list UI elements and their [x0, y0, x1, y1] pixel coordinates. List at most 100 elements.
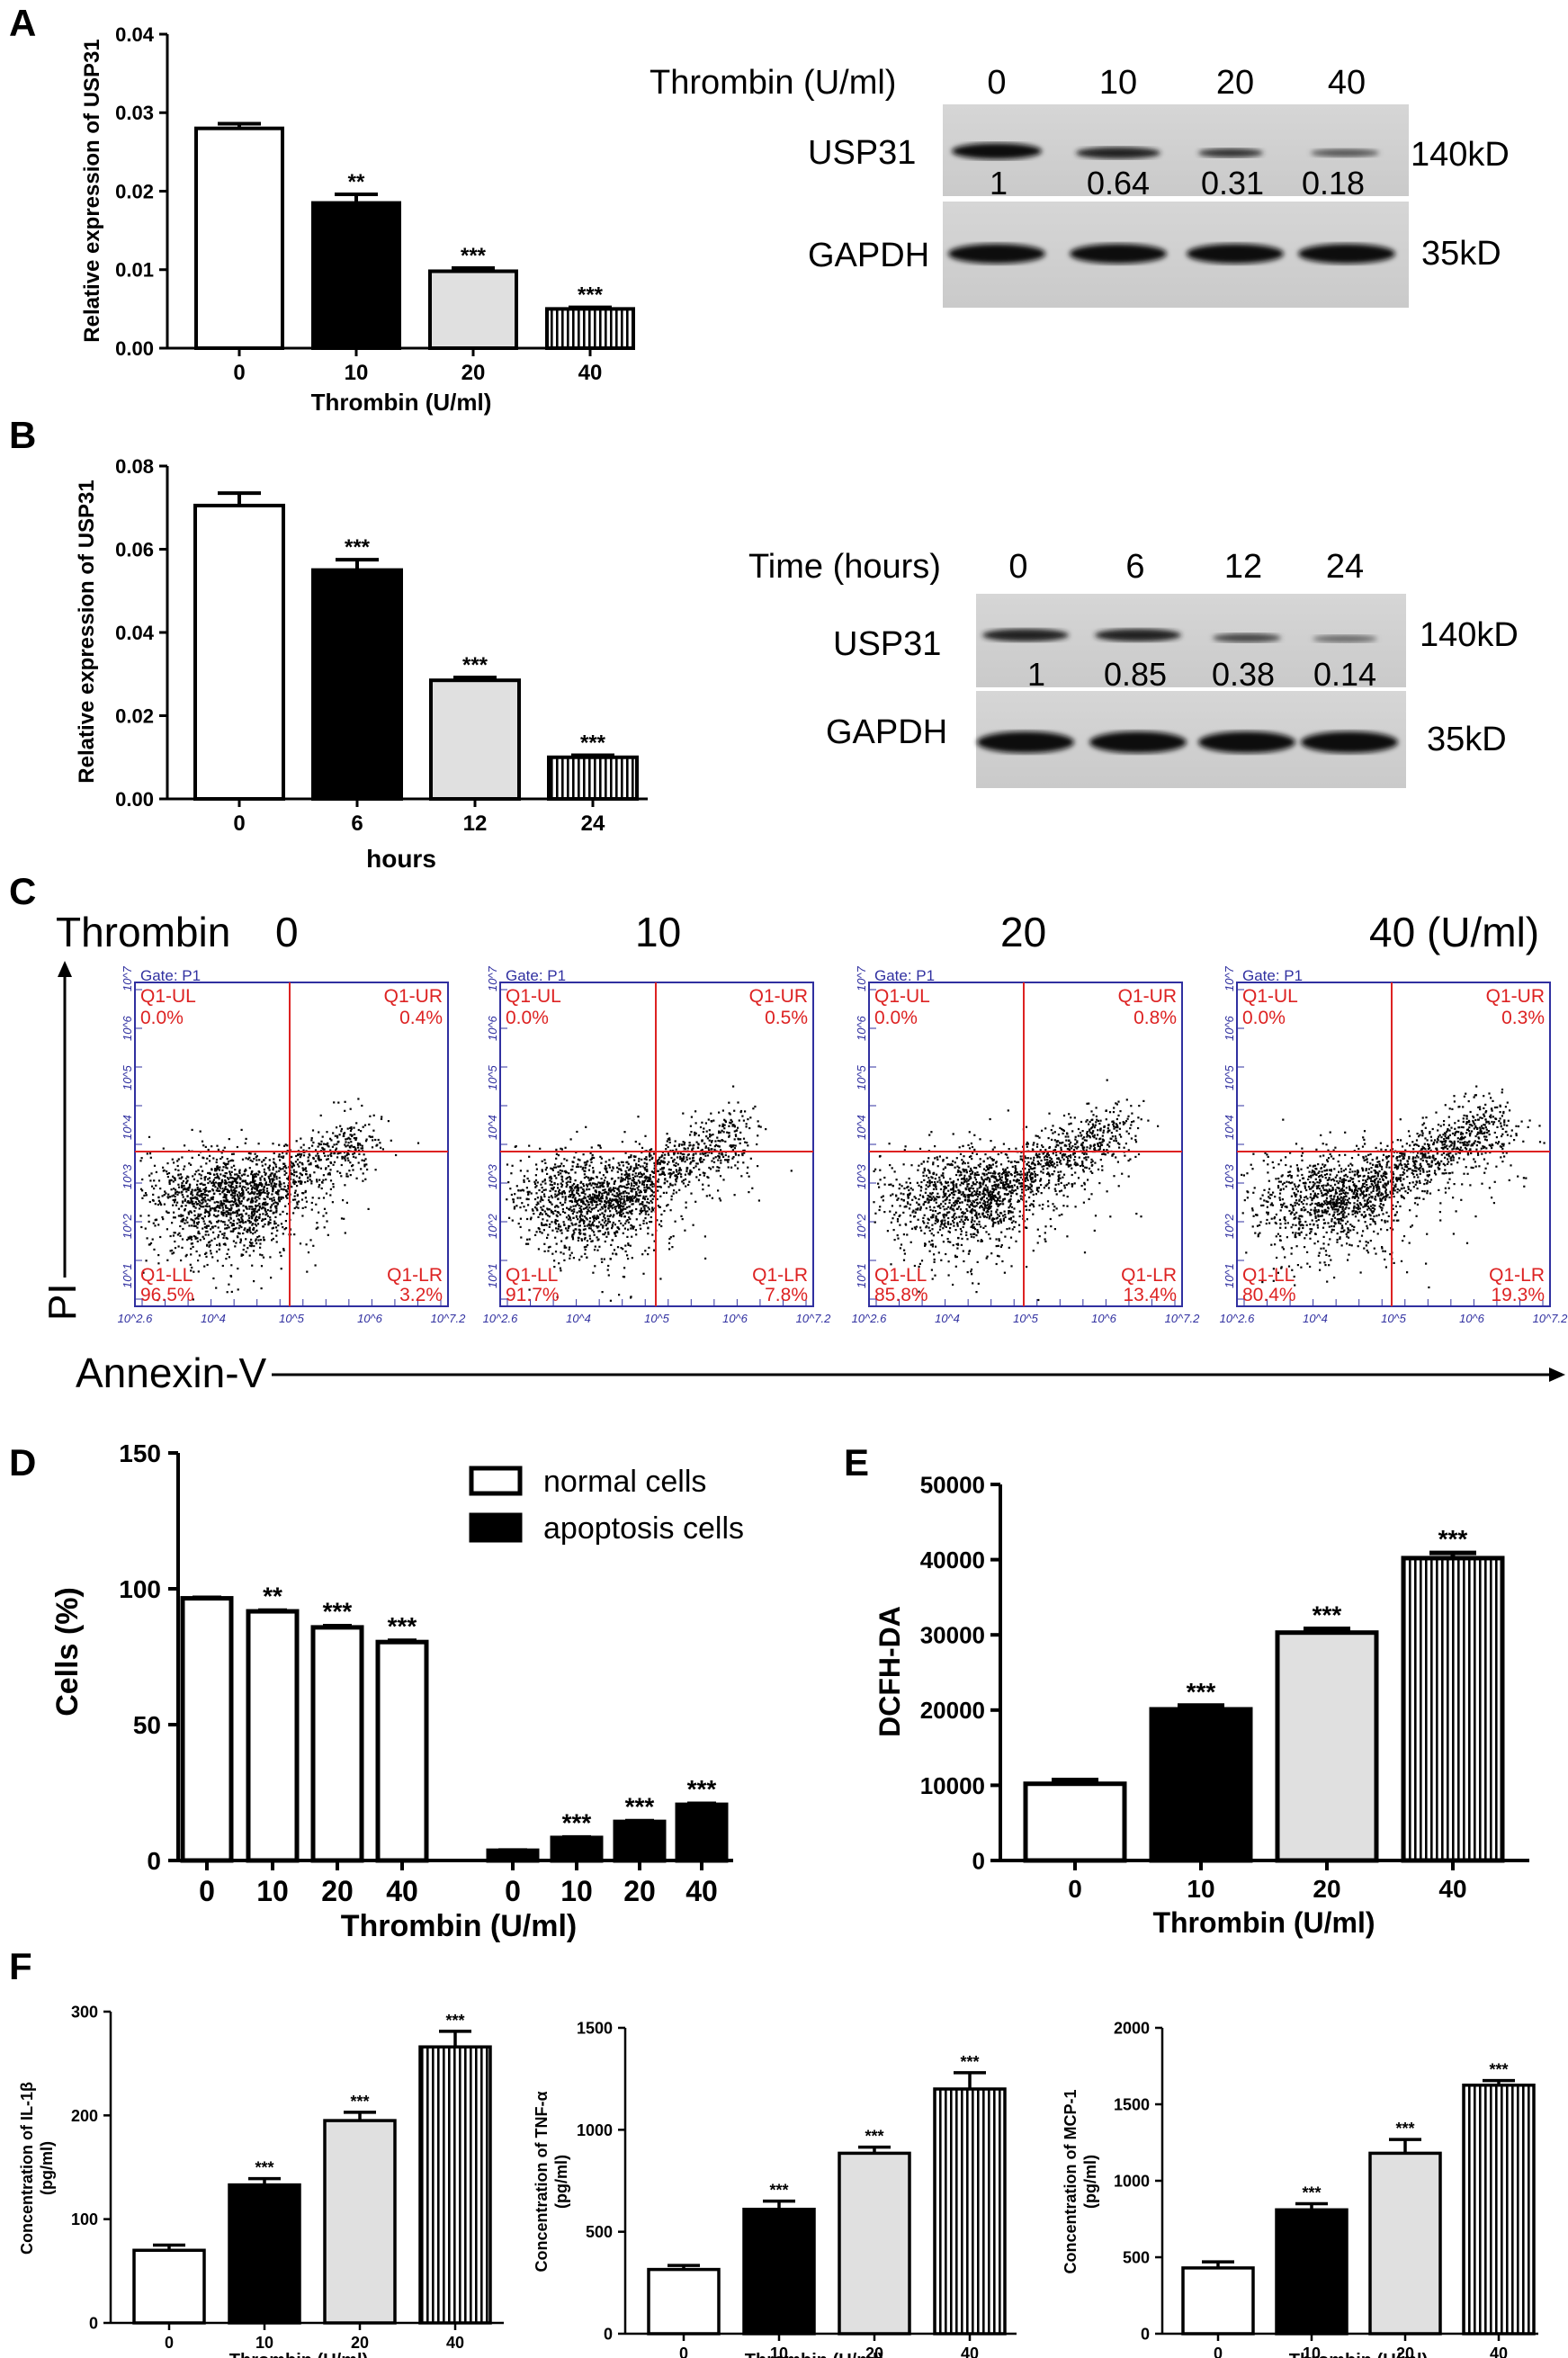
- flow-dot: [197, 1194, 200, 1197]
- flow-dot: [267, 1222, 270, 1224]
- flow-dot: [957, 1199, 960, 1202]
- flow-dot: [255, 1156, 257, 1159]
- flow-dot: [372, 1114, 375, 1116]
- flow-dot: [1053, 1170, 1056, 1173]
- flow-dot: [1063, 1187, 1066, 1189]
- flow-dot: [214, 1186, 217, 1188]
- flow-dot: [644, 1213, 647, 1215]
- flow-dot: [269, 1209, 272, 1213]
- flow-dot: [918, 1197, 920, 1201]
- flow-dot: [367, 1207, 370, 1210]
- y-tick-label: 0: [147, 1847, 161, 1875]
- flow-dot: [601, 1212, 604, 1215]
- flow-dot: [269, 1216, 272, 1219]
- flow-dot: [732, 1156, 735, 1159]
- flow-dot: [678, 1143, 681, 1146]
- flow-dot: [1045, 1172, 1049, 1176]
- flow-dot: [533, 1182, 537, 1185]
- flow-dot: [582, 1207, 586, 1210]
- flow-dot: [618, 1220, 621, 1223]
- flow-dot: [653, 1171, 656, 1174]
- flow-dot: [239, 1195, 242, 1197]
- flow-dot: [241, 1215, 244, 1218]
- flow-dot: [1126, 1117, 1129, 1120]
- flow-dot: [679, 1152, 682, 1155]
- flow-dot: [553, 1221, 556, 1224]
- flow-dot: [548, 1177, 551, 1179]
- flow-dot: [1076, 1140, 1079, 1143]
- flow-dot: [230, 1189, 233, 1192]
- flow-dot: [259, 1177, 262, 1179]
- flow-dot: [975, 1223, 979, 1225]
- flow-dot: [627, 1243, 630, 1246]
- flow-dot: [380, 1117, 383, 1120]
- flow-dot: [263, 1168, 265, 1170]
- flow-dot: [307, 1179, 309, 1182]
- flow-dot: [310, 1137, 313, 1140]
- flow-dot: [935, 1215, 937, 1218]
- flow-dot: [722, 1155, 725, 1158]
- flow-dot: [623, 1192, 625, 1195]
- flow-dot: [254, 1197, 256, 1200]
- flow-dot: [584, 1197, 587, 1199]
- flow-dot: [1089, 1127, 1093, 1130]
- flow-dot: [644, 1217, 647, 1220]
- flow-dot: [523, 1206, 525, 1208]
- flow-dot: [733, 1194, 736, 1197]
- flow-dot: [889, 1210, 892, 1213]
- flow-dot: [269, 1256, 272, 1259]
- flow-dot: [188, 1201, 191, 1204]
- flow-dot: [363, 1165, 366, 1168]
- flow-dot: [159, 1188, 162, 1190]
- flow-x-tick-label: 10^6: [722, 1312, 748, 1325]
- flow-dot: [300, 1162, 303, 1165]
- flow-dot: [676, 1156, 679, 1159]
- flow-dot: [975, 1191, 978, 1194]
- flow-dot: [668, 1186, 670, 1188]
- flow-dot: [583, 1177, 586, 1179]
- flow-dot: [236, 1145, 238, 1149]
- significance-label: ***: [255, 2159, 273, 2177]
- flow-dot: [647, 1233, 650, 1235]
- flow-dot: [224, 1174, 227, 1178]
- flow-dot: [730, 1146, 733, 1149]
- flow-dot: [569, 1207, 571, 1210]
- flow-dot: [242, 1209, 245, 1212]
- flow-dot: [190, 1269, 193, 1272]
- flow-dot: [586, 1218, 588, 1221]
- flow-dot: [172, 1234, 175, 1237]
- flow-dot: [571, 1212, 574, 1215]
- flow-dot: [708, 1166, 711, 1170]
- flow-dot: [703, 1174, 705, 1177]
- flow-dot: [228, 1201, 230, 1204]
- flow-dot: [734, 1164, 737, 1167]
- flow-dot: [607, 1217, 610, 1221]
- flow-dot: [715, 1170, 718, 1172]
- flow-dot: [229, 1222, 232, 1224]
- flow-dot: [675, 1180, 677, 1183]
- flow-dot: [649, 1221, 651, 1224]
- flow-dot: [296, 1201, 299, 1204]
- flow-dot: [583, 1238, 586, 1241]
- flow-dot: [237, 1175, 239, 1178]
- flow-dot: [637, 1116, 640, 1118]
- flow-dot: [690, 1161, 693, 1163]
- flow-dot: [212, 1179, 215, 1181]
- flow-dot: [322, 1197, 326, 1199]
- flow-dot: [557, 1154, 560, 1157]
- flow-dot: [224, 1182, 227, 1185]
- flow-dot: [251, 1242, 254, 1244]
- flow-dot: [366, 1168, 369, 1171]
- flow-dot: [344, 1143, 346, 1146]
- flow-dot: [1012, 1179, 1016, 1181]
- flow-dot: [936, 1165, 939, 1168]
- flow-dot: [587, 1169, 590, 1171]
- flow-dot: [896, 1198, 899, 1201]
- flow-dot: [557, 1193, 560, 1196]
- flow-dot: [627, 1183, 630, 1186]
- flow-dot: [968, 1250, 972, 1252]
- flow-dot: [242, 1191, 245, 1194]
- flow-dot: [224, 1242, 227, 1245]
- flow-dot: [675, 1164, 677, 1167]
- flow-dot: [1029, 1157, 1032, 1160]
